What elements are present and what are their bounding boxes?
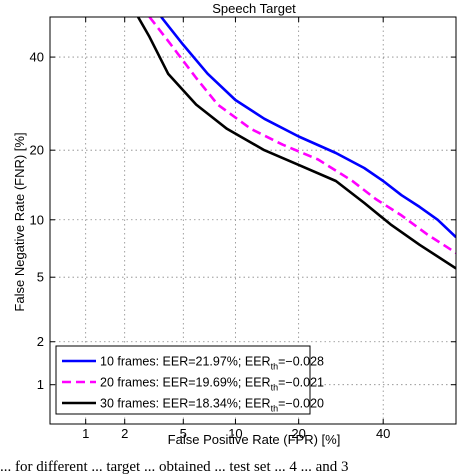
y-tick-label: 5 [37,270,44,285]
x-tick-label: 1 [82,426,89,441]
axis-ticks: 1 2 5 10 20 40 1 2 5 10 20 40 [30,17,456,441]
y-tick-label: 40 [30,50,44,65]
x-tick-label: 2 [121,426,128,441]
x-tick-label: 5 [180,426,187,441]
series-line-3 [136,17,456,270]
figure-caption: ... for different ... target ... obtaine… [0,459,349,475]
legend-box [55,345,311,415]
y-axis-label: False Negative Rate (FNR) [%] [12,132,27,311]
series-line-1 [160,17,456,239]
y-tick-label: 1 [37,377,44,392]
legend: 10 frames: EER=21.97%; EERth=−0.028 20 fr… [55,345,324,415]
series-line-2 [148,17,456,254]
legend-entry-2: 20 frames: EER=19.69%; EERth=−0.021 [100,376,324,393]
plot-frame [49,16,457,425]
det-chart: Speech Target 1 2 5 10 20 40 1 2 5 10 20 40 False P… [12,1,457,447]
y-tick-label: 2 [37,334,44,349]
x-tick-label: 20 [291,426,305,441]
x-tick-label: 10 [228,426,242,441]
legend-entry-1: 10 frames: EER=21.97%; EERth=−0.028 [100,355,324,372]
series-lines [136,17,456,270]
y-tick-label: 10 [30,212,44,227]
legend-entry-3: 30 frames: EER=18.34%; EERth=−0.020 [100,397,324,414]
x-tick-label: 40 [376,426,390,441]
y-tick-label: 20 [30,143,44,158]
x-axis-label: False Positive Rate (FPR) [%] [168,432,341,447]
chart-title: Speech Target [212,1,296,16]
